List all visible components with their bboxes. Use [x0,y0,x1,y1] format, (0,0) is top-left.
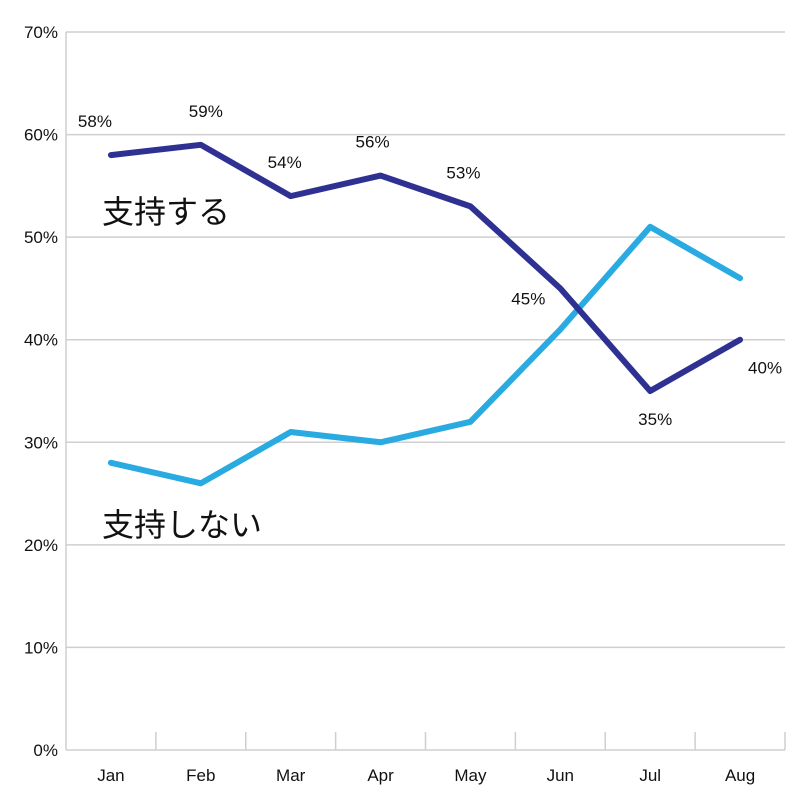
y-tick-label: 20% [24,536,58,555]
y-tick-label: 50% [24,228,58,247]
y-tick-label: 30% [24,433,58,452]
series-line-not-support [107,223,744,487]
y-tick-label: 10% [24,638,58,657]
y-tick-label: 0% [33,741,58,760]
data-label-support-may: 53% [446,163,480,182]
series-line-support [107,141,744,394]
y-tick-label: 40% [24,331,58,350]
series-label-support: 支持する [102,193,230,231]
y-tick-label: 60% [24,126,58,145]
x-tick-label-mar: Mar [276,766,306,785]
x-tick-label-aug: Aug [725,766,755,785]
data-label-support-feb: 59% [189,102,223,121]
data-label-support-jun: 45% [511,289,545,308]
x-tick-label-jun: Jun [547,766,574,785]
x-tick-label-may: May [454,766,487,785]
data-label-support-jul: 35% [638,410,672,429]
x-tick-label-apr: Apr [367,766,394,785]
data-label-support-aug: 40% [748,359,782,378]
x-tick-label-jan: Jan [97,766,124,785]
data-label-support-apr: 56% [356,133,390,152]
y-tick-label: 70% [24,23,58,42]
series-label-not-support: 支持しない [102,506,262,544]
x-tick-label-feb: Feb [186,766,215,785]
data-label-support-jan: 58% [78,112,112,131]
data-label-support-mar: 54% [268,153,302,172]
x-tick-label-jul: Jul [639,766,661,785]
